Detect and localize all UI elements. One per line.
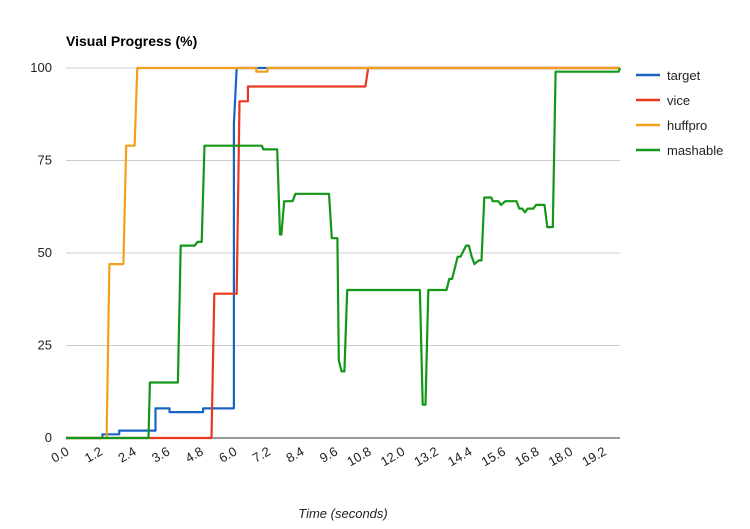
legend-label-huffpro: huffpro [667,118,707,133]
series-line-huffpro [66,66,620,440]
y-tick-label: 50 [38,245,52,260]
x-tick-label: 10.8 [344,444,373,470]
y-tick-label: 100 [30,60,52,75]
gridlines [66,67,620,346]
x-tick-label: 4.8 [183,444,206,466]
series-line-target [66,66,620,440]
x-tick-label: 16.8 [512,444,541,470]
legend-label-mashable: mashable [667,143,723,158]
x-tick-label: 2.4 [115,444,138,466]
x-tick-label: 14.4 [445,444,474,470]
x-tick-label: 0.0 [48,444,71,466]
series-line-mashable [66,67,622,440]
chart-title: Visual Progress (%) [66,33,197,49]
legend: target vice huffpro mashable [636,68,723,158]
y-tick-label: 75 [38,153,52,168]
y-tick-label: 0 [45,430,52,445]
x-axis-label: Time (seconds) [298,506,387,521]
x-tick-label: 9.6 [317,444,340,466]
x-tick-label: 8.4 [283,444,306,466]
x-tick-label: 3.6 [149,444,172,466]
series-lines [66,66,622,440]
legend-label-vice: vice [667,93,690,108]
x-tick-labels: 0.0 1.2 2.4 3.6 4.8 6.0 7.2 8.4 9.6 10.8 12.0 13.2 1… [48,444,608,470]
x-tick-label: 15.6 [479,444,508,470]
x-tick-label: 19.2 [579,444,608,470]
y-tick-labels: 0 25 50 75 100 [30,60,52,445]
x-tick-label: 13.2 [411,444,440,470]
series-line-vice [66,66,620,440]
x-tick-label: 7.2 [250,444,273,466]
x-tick-label: 6.0 [216,444,239,466]
y-tick-label: 25 [38,338,52,353]
legend-label-target: target [667,68,701,83]
x-tick-label: 12.0 [378,444,407,470]
x-tick-label: 1.2 [82,444,105,466]
x-tick-label: 18.0 [546,444,575,470]
